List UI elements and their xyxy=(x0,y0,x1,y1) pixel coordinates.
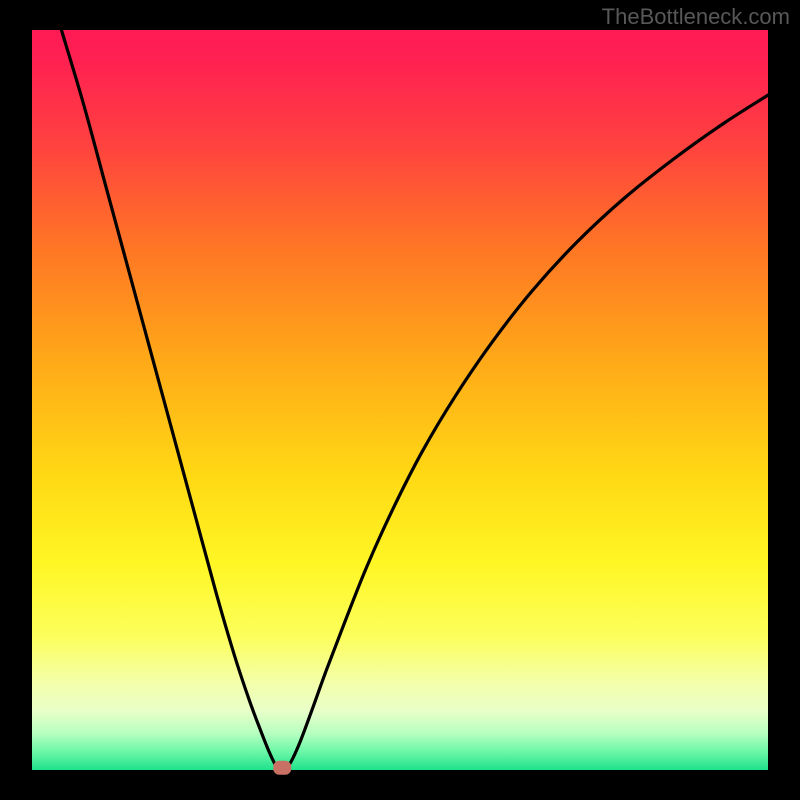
plot-svg xyxy=(0,0,800,800)
optimal-point-marker xyxy=(273,761,291,775)
bottleneck-chart: The Bottleneck .com xyxy=(0,0,800,800)
gradient-background xyxy=(32,30,768,770)
